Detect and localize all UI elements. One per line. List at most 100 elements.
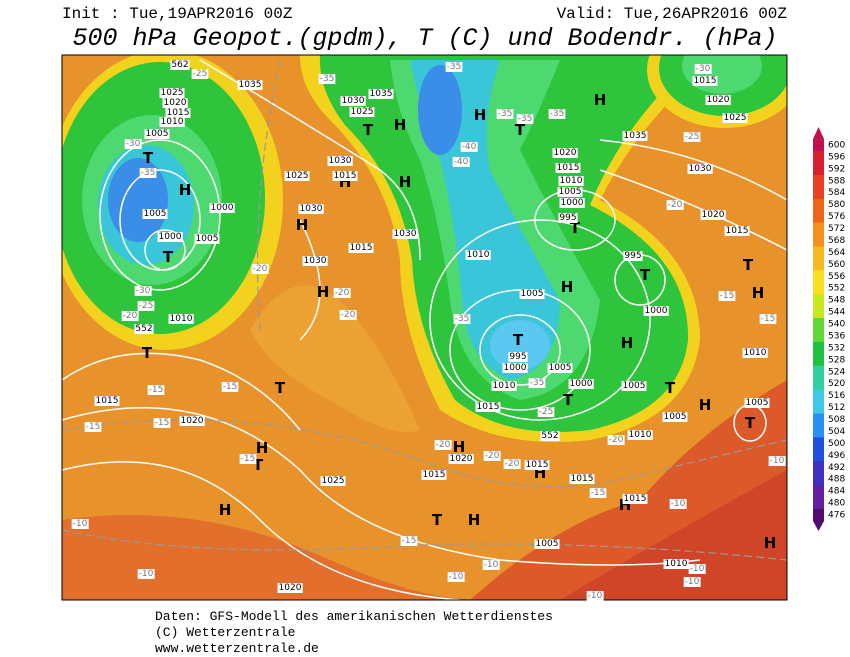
label-box: [168, 314, 194, 324]
label-box: [421, 470, 447, 480]
label-box: [239, 454, 257, 464]
temperature-label: -15: [720, 291, 735, 301]
label-box: [134, 324, 154, 334]
colorbar-cell: [813, 449, 824, 462]
isobar-label: 1005: [144, 209, 167, 219]
label-box: [558, 176, 584, 186]
label-box: [724, 226, 750, 236]
label-box: [555, 163, 581, 173]
pressure-center: T: [640, 266, 651, 284]
temperature-label: -35: [320, 74, 335, 84]
isobar-label: 1025: [724, 113, 747, 123]
isobar-label: 1035: [624, 131, 647, 141]
label-box: [548, 109, 566, 119]
isobar-label: 1005: [549, 363, 572, 373]
label-box: [194, 234, 220, 244]
colorbar-label: 484: [828, 487, 845, 497]
colorbar-cell: [813, 318, 824, 331]
label-box: [237, 80, 263, 90]
pressure-center: T: [743, 256, 754, 274]
isobar-label: 1015: [334, 171, 357, 181]
label-box: [153, 418, 171, 428]
colorbar-label: 480: [828, 499, 845, 509]
label-box: [483, 451, 501, 461]
colorbar-cell: [813, 222, 824, 236]
label-box: [559, 198, 585, 208]
pressure-center: H: [179, 181, 192, 199]
isobar-label: 1020: [164, 98, 187, 108]
label-box: [662, 412, 688, 422]
colorbar-cell: [813, 234, 824, 247]
temperature-label: -20: [123, 311, 138, 321]
label-box: [162, 98, 188, 108]
isobar-label: 1030: [394, 229, 417, 239]
label-box: [768, 456, 786, 466]
pressure-center: T: [570, 219, 581, 237]
isobar-label: 1030: [300, 204, 323, 214]
label-box: [607, 435, 625, 445]
isobar-label: 1025: [322, 476, 345, 486]
isobar-label: 1000: [159, 232, 182, 242]
pressure-center: H: [453, 438, 466, 456]
pressure-center: H: [594, 91, 607, 109]
label-box: [465, 250, 491, 260]
colorbar-label: 524: [828, 367, 845, 377]
isobar-label: 995: [559, 213, 576, 223]
label-box: [718, 291, 736, 301]
label-box: [447, 572, 465, 582]
colorbar-cell: [813, 162, 824, 176]
colorbar-cell: [813, 353, 824, 367]
label-box: [627, 430, 653, 440]
isobar-label: 1015: [557, 163, 580, 173]
colorbar-label: 596: [828, 152, 845, 162]
colorbar-cell: [813, 473, 824, 486]
pressure-center: H: [474, 106, 487, 124]
pressure-center: T: [432, 511, 443, 529]
label-box: [339, 310, 357, 320]
label-box: [448, 454, 474, 464]
isobar-label: 1035: [239, 80, 262, 90]
temperature-label: -10: [73, 519, 88, 529]
label-box: [669, 499, 687, 509]
label-box: [137, 301, 155, 311]
colorbar-label: 560: [828, 260, 845, 270]
colorbar-cell: [813, 150, 824, 164]
map-frame: [61, 54, 788, 601]
label-box: [157, 232, 183, 242]
label-box: [666, 200, 684, 210]
label-box: [524, 460, 550, 470]
colorbar-label: 532: [828, 343, 845, 353]
pressure-center: H: [752, 284, 765, 302]
isobar-label: 1005: [536, 539, 559, 549]
colorbar-label: 584: [828, 188, 845, 198]
pressure-center: T: [665, 379, 676, 397]
isobar-label: 1000: [645, 306, 668, 316]
label-box: [221, 382, 239, 392]
label-box: [340, 96, 366, 106]
label-box: [139, 168, 157, 178]
temperature-label: -35: [447, 62, 462, 72]
isobar-label: 1015: [350, 243, 373, 253]
label-box: [144, 129, 170, 139]
colorbar-cell: [813, 270, 824, 283]
isobar-label: 1015: [423, 470, 446, 480]
colorbar-label: 540: [828, 320, 845, 330]
colorbar-cell: [813, 401, 824, 415]
isobar-label: 1030: [342, 96, 365, 106]
label-box: [516, 114, 534, 124]
pressure-center: T: [563, 391, 574, 409]
label-box: [94, 396, 120, 406]
pressure-center: H: [468, 511, 481, 529]
temperature-label: -20: [505, 459, 520, 469]
temperature-label: -35: [498, 109, 513, 119]
colorbar-label: 508: [828, 415, 845, 425]
colorbar-cell: [813, 365, 824, 379]
colorbar-label: 552: [828, 284, 845, 294]
temperature-label: -10: [449, 572, 464, 582]
colorbar-label: 500: [828, 439, 845, 449]
temperature-label: -20: [485, 451, 500, 461]
label-box: [692, 76, 718, 86]
